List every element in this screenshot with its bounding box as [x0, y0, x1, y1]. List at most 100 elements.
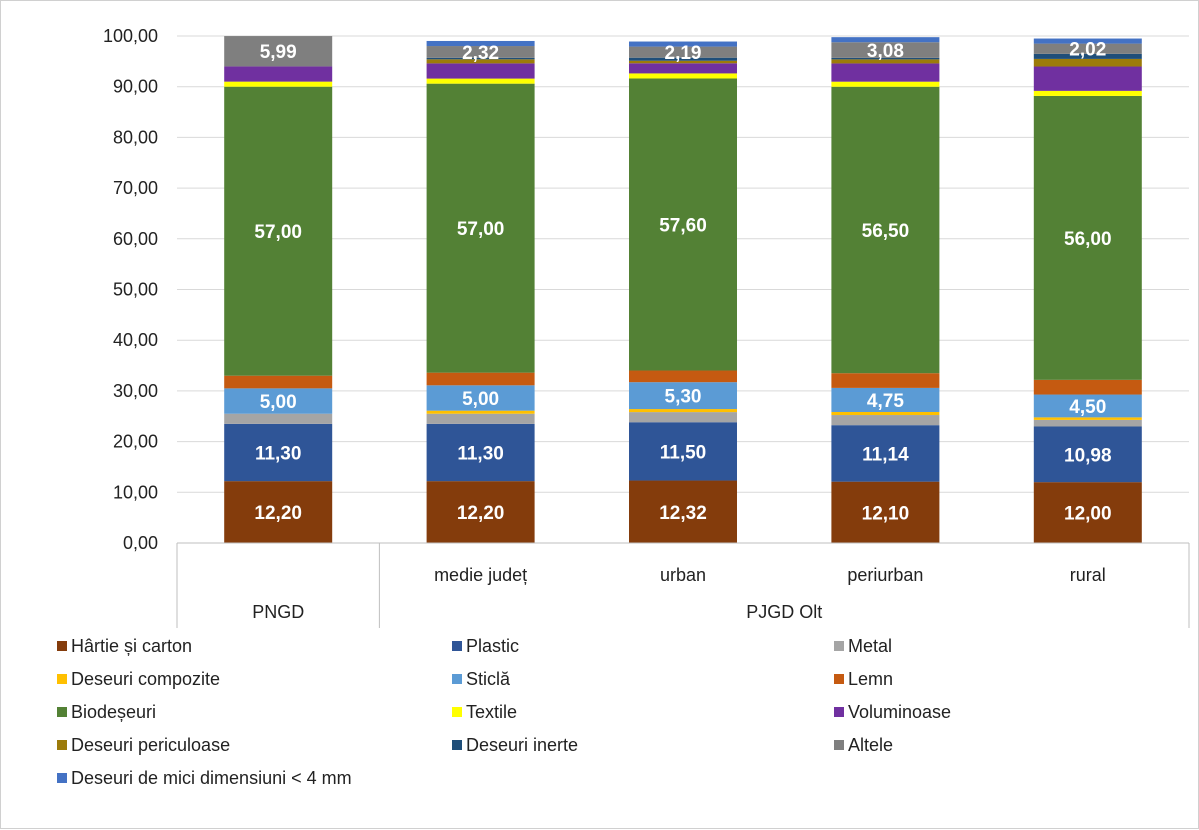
bar-segment [1033, 426, 1142, 483]
bar-segment [224, 481, 333, 543]
data-label: 57,00 [457, 219, 505, 240]
legend-swatch [57, 773, 67, 783]
legend-label: Deseuri inerte [466, 735, 578, 755]
data-label: 57,60 [659, 216, 707, 237]
bar-segment [629, 46, 737, 58]
bar-segment [629, 41, 737, 47]
legend-swatch [452, 641, 462, 651]
bar-segment [629, 422, 737, 481]
data-label: 56,50 [862, 221, 910, 242]
data-label: 4,50 [1069, 397, 1106, 418]
legend-swatch [452, 707, 462, 717]
bar-segment [831, 86, 940, 374]
legend-swatch [57, 740, 67, 750]
bar-segment [224, 375, 333, 389]
bar-segment [426, 372, 535, 386]
legend-swatch [57, 674, 67, 684]
bar-segment [629, 63, 737, 74]
bar-segment [831, 373, 940, 388]
bar-segment [426, 59, 535, 64]
bar-segment [1033, 66, 1142, 91]
bar-segment [426, 481, 535, 543]
legend-label: Biodeșeuri [71, 702, 156, 722]
legend-label: Hârtie și carton [71, 636, 192, 656]
legend-label: Textile [466, 702, 517, 722]
bar-segment [426, 57, 535, 60]
data-label: 56,00 [1064, 229, 1112, 250]
bar-segment [629, 57, 737, 61]
bar-segment [426, 410, 535, 414]
x-axis: medie județ urban periurban rural PNGD PJGD O… [176, 542, 1190, 628]
bar-segment [831, 425, 940, 482]
data-label: 12,00 [1064, 504, 1112, 525]
bar-segment [1033, 43, 1142, 54]
bar-segment [831, 81, 940, 87]
bar-segment [831, 63, 940, 82]
y-tick-label: 80,00 [113, 127, 158, 147]
bar-segment [224, 423, 333, 482]
data-labels: 12,20 11,30 5,00 57,00 5,99 12,20 11,30 5,00 57,… [254, 40, 1111, 525]
y-tick-label: 0,00 [123, 533, 158, 553]
bars [224, 36, 1142, 543]
data-label: 12,32 [659, 503, 707, 524]
legend-swatch [57, 641, 67, 651]
y-tick-label: 30,00 [113, 381, 158, 401]
bar-segment [224, 66, 333, 82]
y-axis-ticks: 0,00 10,00 20,00 30,00 40,00 50,00 60,00 70,00 8… [103, 26, 158, 553]
bar-segment [1033, 394, 1142, 418]
legend-swatch [452, 740, 462, 750]
data-label: 5,30 [665, 387, 702, 408]
bar-segment [629, 78, 737, 371]
bar-segment [426, 46, 535, 58]
bar-segment [224, 86, 333, 376]
legend-swatch [57, 707, 67, 717]
legend-swatch [834, 641, 844, 651]
y-tick-label: 10,00 [113, 482, 158, 502]
bar-segment [629, 73, 737, 79]
x-category-label: urban [660, 565, 706, 585]
y-tick-label: 90,00 [113, 77, 158, 97]
bar-segment [629, 409, 737, 413]
legend-label: Deseuri periculoase [71, 735, 230, 755]
data-label: 11,30 [255, 444, 302, 465]
data-label: 5,00 [462, 389, 499, 410]
legend-swatch [452, 674, 462, 684]
legend-label: Voluminoase [848, 702, 951, 722]
legend-swatch [834, 674, 844, 684]
bar-segment [831, 481, 940, 543]
data-label: 5,99 [260, 42, 297, 63]
bar-segment [224, 413, 333, 424]
data-label: 11,14 [862, 444, 909, 465]
bar-segment [1033, 379, 1142, 395]
legend-label: Metal [848, 636, 892, 656]
data-label: 12,20 [457, 503, 505, 524]
bar-segment [1033, 95, 1142, 380]
bar-segment [1033, 58, 1142, 67]
y-tick-label: 20,00 [113, 432, 158, 452]
bar-segment [629, 382, 737, 410]
legend-swatch [834, 707, 844, 717]
bar-segment [831, 387, 940, 412]
legend-label: Plastic [466, 636, 519, 656]
data-label: 5,00 [260, 392, 297, 413]
legend-label: Lemn [848, 669, 893, 689]
data-label: 3,08 [867, 41, 904, 62]
bar-segment [831, 59, 940, 64]
legend-label: Deseuri compozite [71, 669, 220, 689]
data-label: 10,98 [1064, 445, 1112, 466]
bar-segment [629, 412, 737, 423]
legend-label: Altele [848, 735, 893, 755]
bar-segment [831, 57, 940, 60]
bar-segment [629, 480, 737, 543]
bar-segment [426, 385, 535, 411]
bar-segment [1033, 482, 1142, 543]
bar-segment [224, 81, 333, 87]
data-label: 2,19 [665, 43, 702, 64]
x-category-label: periurban [847, 565, 923, 585]
bar-segment [831, 411, 940, 416]
data-label: 12,20 [254, 503, 302, 524]
bar-segment [224, 388, 333, 414]
bar-segment [1033, 53, 1142, 59]
bar-segment [1033, 417, 1142, 420]
